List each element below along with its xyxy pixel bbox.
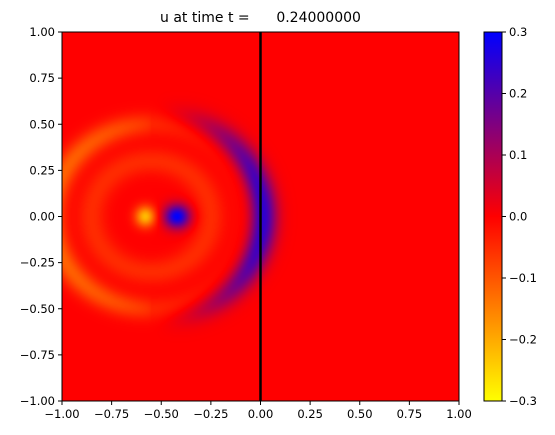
colorbar-gradient	[483, 31, 503, 402]
colorbar-tick-label: −0.3	[509, 394, 537, 408]
x-tick-label: −0.25	[193, 407, 228, 421]
plot-area	[61, 31, 460, 402]
x-tick-label: 1.00	[446, 407, 472, 421]
colorbar-tick-label: 0.1	[509, 148, 527, 162]
colorbar-ticks: 0.3 0.2 0.1 0.0 −0.1 −0.2 −0.3	[502, 25, 537, 408]
x-tick-label: 0.50	[347, 407, 373, 421]
y-tick-label: 0.00	[29, 210, 55, 224]
x-tick-label: 0.25	[297, 407, 323, 421]
y-tick-label: −0.50	[20, 302, 55, 316]
colorbar-tick-label: −0.1	[509, 271, 537, 285]
chart-title: u at time t = 0.24000000	[160, 10, 361, 26]
y-tick-label: −0.75	[20, 348, 55, 362]
y-tick-label: 0.50	[29, 117, 55, 131]
colorbar: 0.3 0.2 0.1 0.0 −0.1 −0.2 −0.3	[483, 25, 537, 408]
x-tick-label: 0.00	[248, 407, 274, 421]
x-tick-label: −0.50	[144, 407, 179, 421]
y-tick-label: 0.75	[29, 71, 55, 85]
colorbar-tick-label: −0.2	[509, 333, 537, 347]
y-axis: 1.00 0.75 0.50 0.25 0.00 −0.25 −0.50 −0.75 −1.00	[20, 25, 62, 408]
y-tick-label: −1.00	[20, 394, 55, 408]
x-tick-label: 0.75	[397, 407, 423, 421]
x-tick-label: −1.00	[44, 407, 79, 421]
x-axis: −1.00 −0.75 −0.50 −0.25 0.00 0.25 0.50 0.75 1.00	[44, 401, 472, 421]
y-tick-label: 0.25	[29, 163, 55, 177]
x-tick-label: −0.75	[94, 407, 129, 421]
colorbar-tick-label: 0.0	[509, 210, 527, 224]
colorbar-tick-label: 0.2	[509, 87, 527, 101]
y-tick-label: 1.00	[29, 25, 55, 39]
y-tick-label: −0.25	[20, 256, 55, 270]
colorbar-tick-label: 0.3	[509, 25, 527, 39]
